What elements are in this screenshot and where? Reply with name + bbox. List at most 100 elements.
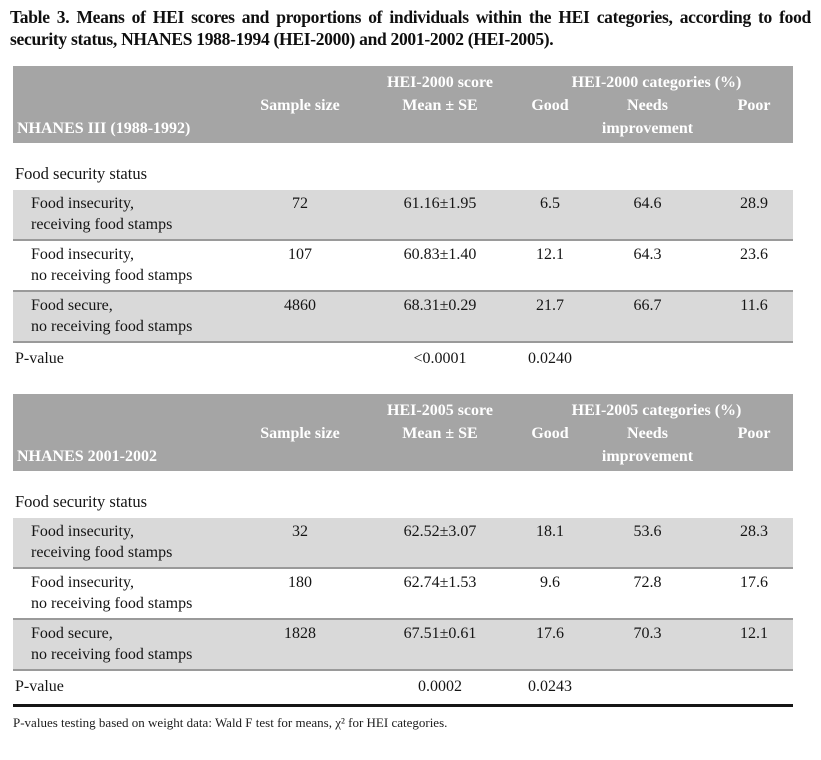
section2-row-food-secure: Food secure, no receiving food stamps 18…: [13, 618, 793, 669]
section1-header-band: HEI-2000 score HEI-2000 categories (%) S…: [13, 66, 793, 143]
section1-col-header-needs: Needs: [627, 97, 668, 114]
cell-needs: 70.3: [633, 625, 662, 642]
section1-band-row3: NHANES III (1988-1992) improvement: [13, 117, 793, 140]
section1-study-label: NHANES III (1988-1992): [17, 120, 191, 137]
table-title: Table 3. Means of HEI scores and proport…: [10, 7, 811, 49]
row-label-line2: no receiving food stamps: [31, 267, 193, 284]
cell-mean-se: 62.52±3.07: [403, 523, 477, 540]
section2-col-header-poor: Poor: [737, 425, 771, 442]
cell-good: 17.6: [536, 625, 564, 642]
row-label-line1: Food insecurity,: [31, 574, 134, 591]
cell-poor: 11.6: [740, 297, 768, 314]
section1-categories-group-header: HEI-2000 categories (%): [571, 74, 742, 91]
section1-row-food-insecurity-stamps: Food insecurity, receiving food stamps 7…: [13, 190, 793, 239]
cell-sample-size: 107: [288, 246, 312, 263]
row-label-line2: no receiving food stamps: [31, 646, 193, 663]
cell-poor: 23.6: [740, 246, 768, 263]
cell-poor: 28.3: [740, 523, 768, 540]
section1-col-header-poor: Poor: [737, 97, 771, 114]
cell-good: 18.1: [536, 523, 564, 540]
section1-group-label: Food security status: [15, 164, 147, 183]
spacer: [240, 348, 360, 370]
cell-mean-se: 67.51±0.61: [403, 625, 477, 642]
cell-sample-size: 1828: [284, 625, 316, 642]
spacer: [580, 676, 715, 698]
row-label: Food insecurity, receiving food stamps: [13, 521, 240, 563]
cell-mean-se: 62.74±1.53: [403, 574, 477, 591]
cell-mean-se: 60.83±1.40: [403, 246, 477, 263]
row-label-line1: Food secure,: [31, 625, 113, 642]
cell-needs: 72.8: [633, 574, 662, 591]
row-label: Food secure, no receiving food stamps: [13, 623, 240, 665]
cell-poor: 12.1: [740, 625, 768, 642]
row-label-line1: Food insecurity,: [31, 195, 134, 212]
section1-col-header-good: Good: [531, 97, 569, 114]
spacer: [715, 676, 793, 698]
cell-good: 9.6: [540, 574, 560, 591]
spacer: [13, 422, 240, 445]
cell-mean-se: 68.31±0.29: [403, 297, 477, 314]
cell-needs: 66.7: [633, 297, 662, 314]
spacer: [240, 676, 360, 698]
cell-needs: 53.6: [633, 523, 662, 540]
cell-needs: 64.3: [633, 246, 662, 263]
section1-col-header-needs-line2: improvement: [601, 120, 694, 137]
spacer: [715, 348, 793, 370]
section2-col-header-needs-line2: improvement: [601, 448, 694, 465]
cell-mean-se: 61.16±1.95: [403, 195, 477, 212]
cell-good: 6.5: [540, 195, 560, 212]
row-label-line1: Food insecurity,: [31, 246, 134, 263]
pvalue-label: P-value: [15, 678, 64, 695]
section1-col-header-mean-se: Mean ± SE: [402, 97, 478, 114]
cell-good: 12.1: [536, 246, 564, 263]
section2-header-band: HEI-2005 score HEI-2005 categories (%) S…: [13, 394, 793, 471]
cell-needs: 64.6: [633, 195, 662, 212]
section2-row-food-insecurity-no-stamps: Food insecurity, no receiving food stamp…: [13, 567, 793, 618]
section2-band-row2: Sample size Mean ± SE Good Needs Poor: [13, 422, 793, 445]
row-label-line1: Food secure,: [31, 297, 113, 314]
section2-band-row3: NHANES 2001-2002 improvement: [13, 445, 793, 468]
section1-pvalue-row: P-value <0.0001 0.0240: [13, 341, 793, 376]
section2-pvalue-row: P-value 0.0002 0.0243: [13, 669, 793, 707]
cell-sample-size: 72: [292, 195, 308, 212]
section2-row-food-insecurity-stamps: Food insecurity, receiving food stamps 3…: [13, 518, 793, 567]
cell-poor: 17.6: [740, 574, 768, 591]
row-label-line1: Food insecurity,: [31, 523, 134, 540]
cell-good: 21.7: [536, 297, 564, 314]
section2-study-label: NHANES 2001-2002: [17, 448, 158, 465]
section1-row-food-insecurity-no-stamps: Food insecurity, no receiving food stamp…: [13, 239, 793, 290]
section1-band-row1: HEI-2000 score HEI-2000 categories (%): [13, 71, 793, 94]
section2-col-header-mean-se: Mean ± SE: [402, 425, 478, 442]
row-label-line2: no receiving food stamps: [31, 318, 193, 335]
cell-poor: 28.9: [740, 195, 768, 212]
section1-score-group-header: HEI-2000 score: [387, 74, 493, 91]
row-label: Food insecurity, no receiving food stamp…: [13, 572, 240, 614]
row-label: Food insecurity, no receiving food stamp…: [13, 244, 240, 286]
row-label: Food secure, no receiving food stamps: [13, 295, 240, 337]
cell-sample-size: 4860: [284, 297, 316, 314]
pvalue-mean: 0.0002: [418, 678, 462, 695]
spacer: [13, 94, 240, 117]
table-footnote: P-values testing based on weight data: W…: [13, 715, 448, 730]
row-label-line2: receiving food stamps: [31, 216, 173, 233]
row-label-line2: no receiving food stamps: [31, 595, 193, 612]
row-label-line2: receiving food stamps: [31, 544, 173, 561]
pvalue-mean: <0.0001: [413, 350, 467, 367]
section1-col-header-sample-size: Sample size: [260, 97, 340, 114]
section2-score-group-header: HEI-2005 score: [387, 402, 493, 419]
section1-row-food-secure: Food secure, no receiving food stamps 48…: [13, 290, 793, 341]
row-label: Food insecurity, receiving food stamps: [13, 193, 240, 235]
pvalue-good: 0.0240: [528, 350, 572, 367]
section2-col-header-needs: Needs: [627, 425, 668, 442]
pvalue-good: 0.0243: [528, 678, 572, 695]
spacer: [580, 348, 715, 370]
pvalue-label: P-value: [15, 350, 64, 367]
section2-band-row1: HEI-2005 score HEI-2005 categories (%): [13, 399, 793, 422]
cell-sample-size: 32: [292, 523, 308, 540]
section1-band-row2: Sample size Mean ± SE Good Needs Poor: [13, 94, 793, 117]
cell-sample-size: 180: [288, 574, 312, 591]
section2-col-header-good: Good: [531, 425, 569, 442]
section2-categories-group-header: HEI-2005 categories (%): [571, 402, 742, 419]
hei-table: HEI-2000 score HEI-2000 categories (%) S…: [13, 66, 793, 707]
